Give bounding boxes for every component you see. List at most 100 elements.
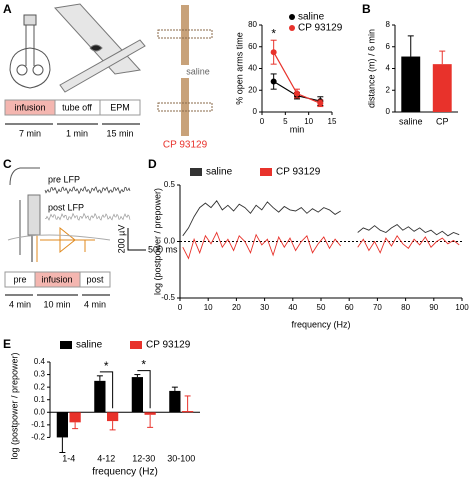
legend-swatch xyxy=(260,168,272,176)
y-tick-label: -0.1 xyxy=(31,420,45,429)
x-axis-label: min xyxy=(290,124,305,134)
duration: 4 min xyxy=(9,299,31,309)
y-tick-label: 0.4 xyxy=(34,357,46,366)
legend-marker xyxy=(289,25,295,31)
y-tick-label: 20 xyxy=(248,85,257,94)
x-tick-label: 5 xyxy=(283,117,288,126)
legend-label: CP 93129 xyxy=(298,23,343,34)
bar xyxy=(144,412,156,415)
y-tick-label: 0.2 xyxy=(34,382,46,391)
y-tick-label: 0.3 xyxy=(34,370,46,379)
duration: 4 min xyxy=(84,299,106,309)
legend-swatch xyxy=(130,341,142,349)
x-tick-label: 30-100 xyxy=(167,453,195,463)
timeline-label: post xyxy=(86,274,104,284)
x-tick-label: saline xyxy=(399,116,423,126)
panel-label: D xyxy=(148,157,157,171)
x-tick-label: 60 xyxy=(345,303,354,312)
x-tick-label: 100 xyxy=(455,303,469,312)
x-tick-label: 10 xyxy=(204,303,213,312)
series-line xyxy=(182,200,460,237)
scale-label: 500 ms xyxy=(148,244,178,254)
bar xyxy=(56,412,68,438)
x-tick-label: 1-4 xyxy=(62,453,75,463)
y-axis-label: distance (m) / 6 min xyxy=(366,29,376,108)
y-tick-label: 2 xyxy=(386,85,391,94)
annotation: * xyxy=(104,359,109,373)
bar xyxy=(182,411,194,413)
x-tick-label: 0 xyxy=(178,303,183,312)
x-tick-label: 50 xyxy=(317,303,326,312)
legend-label: CP 93129 xyxy=(276,167,321,178)
bar xyxy=(94,380,106,413)
y-tick-label: 0 xyxy=(386,107,391,116)
bar xyxy=(432,64,452,112)
y-tick-label: -0.2 xyxy=(31,433,45,442)
annotation: * xyxy=(271,26,276,40)
x-tick-label: CP xyxy=(436,116,449,126)
significance-bracket xyxy=(99,371,114,409)
significance-bracket xyxy=(137,370,151,409)
recording-sketch xyxy=(7,167,111,262)
timeline-label: pre xyxy=(13,274,26,284)
x-tick-label: 12-30 xyxy=(132,453,155,463)
lfp-trace xyxy=(44,186,131,195)
duration: 10 min xyxy=(43,299,70,309)
timeline-box xyxy=(99,99,141,116)
scale-bar xyxy=(127,228,146,251)
y-tick-label: 0.5 xyxy=(164,180,176,189)
maze-sketch xyxy=(54,3,146,93)
y-axis-label: % open arms time xyxy=(234,32,244,105)
x-tick-label: 4-12 xyxy=(97,453,115,463)
x-axis-label: frequency (Hz) xyxy=(92,467,158,478)
legend-label: saline xyxy=(76,340,103,351)
x-tick-label: 30 xyxy=(260,303,269,312)
point xyxy=(270,78,277,85)
lfp-trace xyxy=(45,212,131,221)
bar xyxy=(107,412,119,422)
y-tick-label: 6 xyxy=(386,42,391,51)
y-tick-label: 0.0 xyxy=(164,237,176,246)
legend-marker xyxy=(289,14,295,20)
legend-label: saline xyxy=(206,167,233,178)
x-tick-label: 80 xyxy=(401,303,410,312)
legend-label: saline xyxy=(298,12,325,23)
panel-label: A xyxy=(3,2,12,16)
y-axis-label: log (postpower / prepower) xyxy=(9,352,19,459)
panel-label: B xyxy=(362,2,371,16)
y-tick-label: 0.1 xyxy=(34,395,46,404)
point xyxy=(317,100,324,107)
panel-label: C xyxy=(3,157,12,171)
timeline-label: EPM xyxy=(110,102,130,112)
x-tick-label: 15 xyxy=(328,117,337,126)
scale-label: 200 µV xyxy=(116,225,126,254)
x-tick-label: 70 xyxy=(373,303,382,312)
mouse-sketch xyxy=(9,14,51,89)
annotation: * xyxy=(141,358,146,372)
bar xyxy=(169,390,181,413)
bar xyxy=(401,56,421,112)
condition-label: CP 93129 xyxy=(163,140,208,151)
trace-label: pre LFP xyxy=(48,174,80,184)
legend-swatch xyxy=(190,168,202,176)
duration: 1 min xyxy=(66,128,88,138)
x-tick-label: 0 xyxy=(260,117,265,126)
duration: 15 min xyxy=(106,128,133,138)
condition-label: saline xyxy=(186,66,210,76)
y-tick-label: -0.5 xyxy=(161,293,175,302)
timeline-label: infusion xyxy=(41,274,72,284)
y-tick-label: 0 xyxy=(253,107,258,116)
y-axis-label: log (postpower / prepower) xyxy=(152,188,162,295)
y-tick-label: 0.0 xyxy=(34,407,46,416)
timeline-label: tube off xyxy=(62,102,92,112)
duration: 7 min xyxy=(19,128,41,138)
bar xyxy=(131,377,143,413)
panel-label: E xyxy=(3,337,11,351)
x-axis-label: frequency (Hz) xyxy=(291,319,350,329)
point xyxy=(294,90,300,97)
point xyxy=(270,49,277,56)
x-tick-label: 10 xyxy=(304,117,313,126)
y-tick-label: 80 xyxy=(248,20,257,29)
legend-swatch xyxy=(60,341,72,349)
